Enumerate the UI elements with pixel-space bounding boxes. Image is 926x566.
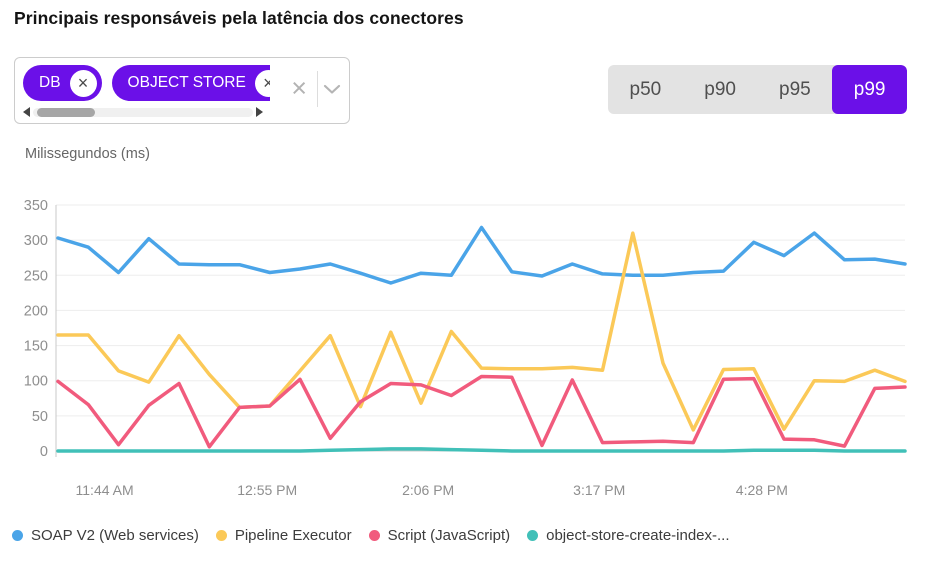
clear-selection-icon[interactable]: × [291, 73, 307, 103]
legend-label: Script (JavaScript) [387, 527, 511, 544]
x-tick-label: 3:17 PM [573, 482, 625, 498]
legend-item[interactable]: SOAP V2 (Web services) [12, 527, 199, 544]
y-tick-label: 100 [24, 374, 48, 390]
y-tick-label: 300 [24, 233, 48, 249]
chip-remove-icon[interactable]: × [254, 69, 270, 97]
y-tick-label: 150 [24, 339, 48, 355]
scroll-right-icon[interactable] [256, 107, 263, 117]
chevron-down-icon[interactable] [323, 84, 341, 95]
connector-multiselect[interactable]: DB × OBJECT STORE × × [14, 57, 350, 124]
scrollbar-track[interactable] [33, 107, 253, 117]
chips-viewport: DB × OBJECT STORE × [15, 58, 270, 123]
divider [317, 71, 318, 107]
chip-remove-icon[interactable]: × [69, 69, 97, 97]
legend-label: SOAP V2 (Web services) [31, 527, 199, 544]
scrollbar-thumb[interactable] [37, 107, 95, 117]
y-tick-label: 0 [40, 444, 48, 460]
percentile-p50-button[interactable]: p50 [629, 78, 662, 100]
percentile-toggle: p50 p90 p95 p99 [608, 65, 907, 114]
chart-legend: SOAP V2 (Web services) Pipeline Executor S… [12, 527, 730, 544]
y-tick-label: 350 [24, 198, 48, 214]
chips-scrollbar[interactable] [23, 106, 263, 118]
series-line-pipeline-executor [56, 231, 907, 432]
y-tick-label: 50 [32, 409, 48, 425]
percentile-p95-button[interactable]: p95 [779, 78, 811, 100]
legend-label: object-store-create-index-... [546, 527, 730, 544]
chip-label: DB [39, 74, 61, 91]
y-axis-title: Milissegundos (ms) [25, 146, 150, 162]
legend-label: Pipeline Executor [234, 527, 352, 544]
chip-db[interactable]: DB × [23, 65, 102, 101]
legend-item[interactable]: Pipeline Executor [215, 527, 352, 544]
page-title: Principais responsáveis pela latência do… [14, 8, 464, 28]
scroll-left-icon[interactable] [23, 107, 30, 117]
x-tick-label: 12:55 PM [237, 482, 297, 498]
x-tick-label: 4:28 PM [736, 482, 788, 498]
x-tick-label: 2:06 PM [402, 482, 454, 498]
series-line-soap-v2-web-services [56, 225, 907, 285]
legend-dot-icon [12, 530, 23, 541]
series-line-script-javascript [56, 374, 907, 449]
percentile-p90-button[interactable]: p90 [704, 78, 736, 100]
x-tick-label: 11:44 AM [76, 482, 134, 498]
legend-dot-icon [215, 530, 227, 541]
legend-dot-icon [368, 530, 380, 541]
chips-row: DB × OBJECT STORE × [23, 65, 270, 101]
legend-item[interactable]: Script (JavaScript) [368, 527, 511, 544]
legend-item[interactable]: object-store-create-index-... [527, 527, 730, 544]
chip-object-store[interactable]: OBJECT STORE × [111, 65, 270, 101]
series-line-object-store-create-index [56, 447, 907, 453]
chip-label: OBJECT STORE [127, 74, 246, 91]
percentile-p99-button[interactable]: p99 [832, 65, 907, 114]
y-tick-label: 250 [24, 268, 48, 284]
legend-dot-icon [527, 530, 539, 541]
y-tick-label: 200 [24, 303, 48, 319]
